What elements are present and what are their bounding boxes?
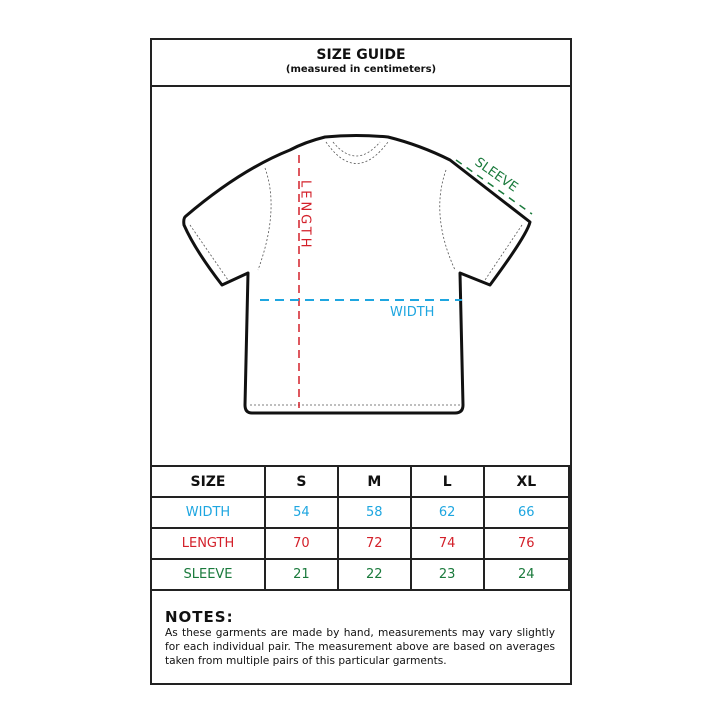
tshirt-outline xyxy=(182,134,532,415)
sleeve-measure-line xyxy=(455,159,533,215)
cell: 54 xyxy=(264,496,339,529)
notes-text: As these garments are made by hand, meas… xyxy=(165,627,555,667)
header-cell: SIZE xyxy=(150,465,266,498)
cell: 74 xyxy=(409,527,485,560)
size-table: SIZE S M L XL WIDTH 54 58 62 66 LENGTH 7… xyxy=(150,465,571,591)
cell: 24 xyxy=(482,558,571,591)
size-guide-frame: SIZE GUIDE (measured in centimeters) xyxy=(150,38,572,685)
cell: 72 xyxy=(336,527,412,560)
row-label: LENGTH xyxy=(150,527,266,560)
cell: 76 xyxy=(482,527,571,560)
cell: 58 xyxy=(336,496,412,529)
table-row-width: WIDTH 54 58 62 66 xyxy=(150,496,571,529)
header: SIZE GUIDE (measured in centimeters) xyxy=(152,40,570,87)
header-cell: M xyxy=(336,465,412,498)
header-cell: XL xyxy=(482,465,571,498)
page-title: SIZE GUIDE xyxy=(316,47,406,63)
subtitle: (measured in centimeters) xyxy=(285,64,437,75)
row-label: SLEEVE xyxy=(150,558,266,591)
table-header-row: SIZE S M L XL xyxy=(150,465,571,498)
notes-section: NOTES: As these garments are made by han… xyxy=(165,608,555,668)
cell: 62 xyxy=(409,496,485,529)
cell: 23 xyxy=(409,558,485,591)
header-cell: L xyxy=(409,465,485,498)
row-label: WIDTH xyxy=(150,496,266,529)
notes-title: NOTES: xyxy=(165,608,234,626)
table-row-sleeve: SLEEVE 21 22 23 24 xyxy=(150,558,571,591)
sleeve-label: SLEEVE xyxy=(472,155,521,195)
cell: 21 xyxy=(264,558,339,591)
cell: 22 xyxy=(336,558,412,591)
length-label: LENGTH xyxy=(298,180,313,251)
table-row-length: LENGTH 70 72 74 76 xyxy=(150,527,571,560)
header-cell: S xyxy=(264,465,339,498)
cell: 70 xyxy=(264,527,339,560)
cell: 66 xyxy=(482,496,571,529)
tshirt-stitching xyxy=(189,141,523,406)
width-label: WIDTH xyxy=(390,305,434,320)
